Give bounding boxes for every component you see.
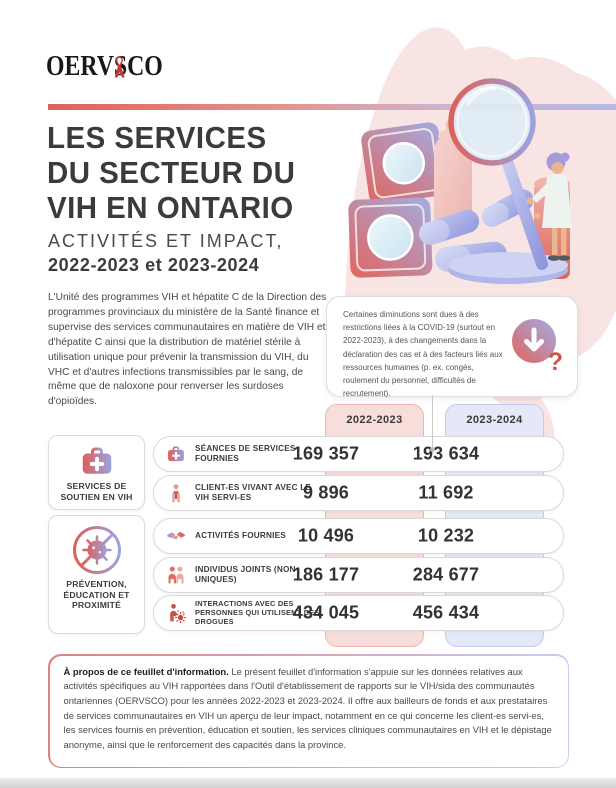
value-2022-2023: 434 045 — [292, 602, 360, 623]
page-bottom-edge — [0, 778, 616, 788]
first-aid-kit-icon — [168, 446, 184, 462]
callout-connector-line — [432, 395, 433, 448]
value-2023-2024: 284 677 — [412, 564, 480, 585]
table-row: CLIENT-ES VIVANT AVEC LE VIH SERVI-ES 9 … — [153, 475, 564, 511]
two-people-icon — [168, 566, 184, 584]
table-row: INTERACTIONS AVEC DES PERSONNES QUI UTIL… — [153, 595, 564, 631]
about-body: Le présent feuillet d'information s'appu… — [63, 665, 552, 751]
connector-arrow-dot — [430, 447, 435, 452]
title-line: LES SERVICES — [47, 120, 267, 155]
value-2022-2023: 169 357 — [292, 443, 360, 464]
header-gradient-rule — [48, 104, 616, 110]
about-lead: À propos de ce feuillet d'information. — [63, 665, 229, 677]
value-2022-2023: 10 496 — [297, 525, 355, 546]
condom-pack-icon — [361, 122, 447, 204]
logo-text: CO — [127, 50, 163, 82]
no-virus-icon — [72, 526, 121, 574]
handshake-icon — [167, 531, 185, 540]
value-2022-2023: 186 177 — [292, 564, 360, 585]
oervsco-logo: OERVSCO — [46, 50, 163, 83]
category-label: SERVICES DE SOUTIEN EN VIH — [60, 481, 133, 502]
logo-text: OERV — [46, 50, 114, 82]
intro-paragraph: L'Unité des programmes VIH et hépatite C… — [48, 292, 327, 408]
table-row: SÉANCES DE SERVICES FOURNIES 169 357 193… — [153, 436, 564, 472]
category-label: PRÉVENTION, ÉDUCATION ET PROXIMITÉ — [63, 579, 130, 611]
question-mark: ? — [547, 348, 563, 376]
row-label: INTERACTIONS AVEC DES PERSONNES QUI UTIL… — [195, 598, 320, 626]
value-2022-2023: 9 896 — [302, 482, 350, 503]
first-aid-kit-icon — [82, 447, 111, 474]
person-ribbon-icon — [172, 484, 180, 503]
person-figure — [526, 152, 572, 261]
row-label: ACTIVITÉS FOURNIES — [195, 531, 286, 541]
person-virus-icon — [170, 604, 186, 623]
page-title: LES SERVICES DU SECTEUR DU VIH EN ONTARI… — [47, 120, 332, 225]
table-row: INDIVIDUS JOINTS (NON UNIQUES) 186 177 2… — [153, 557, 564, 593]
subtitle-line1: ACTIVITÉS ET IMPACT, — [48, 231, 284, 251]
about-box: À propos de ce feuillet d'information. L… — [48, 654, 569, 768]
subtitle-line2: 2022-2023 et 2023-2024 — [48, 255, 260, 275]
value-2023-2024: 11 692 — [418, 482, 474, 503]
callout-note: Certaines diminutions sont dues à des re… — [326, 296, 578, 399]
value-2023-2024: 193 634 — [412, 443, 480, 464]
title-line: VIH EN ONTARIO — [47, 190, 294, 225]
capsule-icon — [418, 209, 480, 245]
column-header-2023-2024: 2023-2024 — [466, 414, 523, 426]
category-prevention-education: PRÉVENTION, ÉDUCATION ET PROXIMITÉ — [48, 515, 145, 634]
red-awareness-ribbon-icon — [114, 56, 125, 78]
category-services-de-soutien: SERVICES DE SOUTIEN EN VIH — [48, 435, 145, 510]
callout-text: Certaines diminutions sont dues à des re… — [343, 310, 503, 399]
row-label: INDIVIDUS JOINTS (NON UNIQUES) — [195, 565, 296, 584]
value-2023-2024: 456 434 — [412, 602, 480, 623]
platform — [448, 252, 568, 278]
column-header-2022-2023: 2022-2023 — [346, 414, 403, 426]
magnifying-glass-icon — [448, 78, 548, 270]
about-text: À propos de ce feuillet d'information. L… — [49, 655, 568, 767]
title-line: DU SECTEUR DU — [47, 155, 296, 190]
value-2023-2024: 10 232 — [417, 525, 475, 546]
row-label: SÉANCES DE SERVICES FOURNIES — [195, 444, 296, 463]
arrow-down-question-icon: ? — [509, 317, 565, 377]
table-row: ACTIVITÉS FOURNIES 10 496 10 232 — [153, 518, 564, 554]
row-label: CLIENT-ES VIVANT AVEC LE VIH SERVI-ES — [195, 483, 312, 502]
illustration — [348, 78, 572, 284]
